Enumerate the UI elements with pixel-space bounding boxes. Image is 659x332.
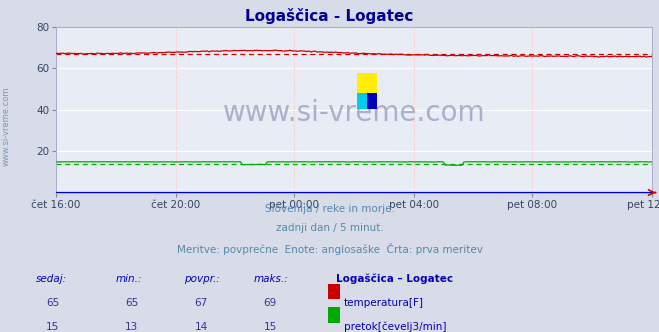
- Text: www.si-vreme.com: www.si-vreme.com: [2, 86, 11, 166]
- Text: temperatura[F]: temperatura[F]: [344, 298, 424, 308]
- Text: Slovenija / reke in morje.: Slovenija / reke in morje.: [264, 204, 395, 214]
- Text: zadnji dan / 5 minut.: zadnji dan / 5 minut.: [275, 223, 384, 233]
- Text: 65: 65: [125, 298, 138, 308]
- Text: 65: 65: [46, 298, 59, 308]
- Text: povpr.:: povpr.:: [185, 274, 220, 284]
- Text: pretok[čevelj3/min]: pretok[čevelj3/min]: [344, 322, 447, 332]
- Text: Logaščica - Logatec: Logaščica - Logatec: [245, 8, 414, 24]
- Text: 15: 15: [46, 322, 59, 332]
- Text: 15: 15: [264, 322, 277, 332]
- Text: sedaj:: sedaj:: [36, 274, 67, 284]
- Text: www.si-vreme.com: www.si-vreme.com: [223, 99, 486, 127]
- Text: 67: 67: [194, 298, 208, 308]
- FancyBboxPatch shape: [357, 93, 367, 110]
- Text: min.:: min.:: [115, 274, 142, 284]
- Text: 13: 13: [125, 322, 138, 332]
- Text: Logaščica – Logatec: Logaščica – Logatec: [336, 274, 453, 285]
- FancyBboxPatch shape: [357, 73, 378, 93]
- Text: Meritve: povprečne  Enote: anglosaške  Črta: prva meritev: Meritve: povprečne Enote: anglosaške Črt…: [177, 243, 482, 255]
- Text: maks.:: maks.:: [254, 274, 289, 284]
- Text: 14: 14: [194, 322, 208, 332]
- FancyBboxPatch shape: [367, 93, 378, 110]
- Text: 69: 69: [264, 298, 277, 308]
